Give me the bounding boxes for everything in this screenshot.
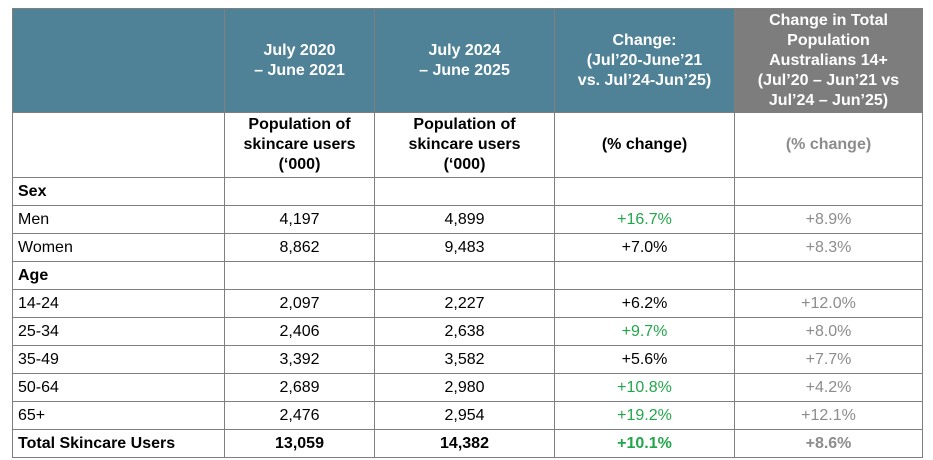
- value-2021: 4,197: [224, 205, 375, 234]
- header-total-population-change: Change in Total Population Australians 1…: [734, 8, 923, 113]
- change-value: +5.6%: [554, 345, 735, 374]
- total-change-value: +12.0%: [734, 289, 923, 318]
- total-change-value: +8.0%: [734, 317, 923, 346]
- value-2025: 4,899: [374, 205, 555, 234]
- header-row: July 2020 – June 2021 July 2024 – June 2…: [12, 8, 923, 113]
- total-change-value: +8.3%: [734, 233, 923, 262]
- change-value: +6.2%: [554, 289, 735, 318]
- empty-cell: [224, 177, 375, 206]
- total-value-2021: 13,059: [224, 429, 375, 458]
- value-2021: 3,392: [224, 345, 375, 374]
- value-2025: 2,638: [374, 317, 555, 346]
- total-change-value: +4.2%: [734, 373, 923, 402]
- total-change-value: +8.9%: [734, 205, 923, 234]
- subheader-pct-change: (% change): [554, 112, 735, 178]
- total-change-value: +10.1%: [554, 429, 735, 458]
- section-label-age: Age: [12, 261, 225, 290]
- total-row: Total Skincare Users 13,059 14,382 +10.1…: [12, 429, 923, 458]
- subheader-blank-cell: [12, 112, 225, 178]
- value-2021: 8,862: [224, 233, 375, 262]
- empty-cell: [224, 261, 375, 290]
- row-label: 25-34: [12, 317, 225, 346]
- table-row: 25-34 2,406 2,638 +9.7% +8.0%: [12, 317, 923, 346]
- subheader-pct-change-total: (% change): [734, 112, 923, 178]
- value-2025: 9,483: [374, 233, 555, 262]
- row-label: 50-64: [12, 373, 225, 402]
- row-label: 35-49: [12, 345, 225, 374]
- table-row: Men 4,197 4,899 +16.7% +8.9%: [12, 205, 923, 234]
- value-2021: 2,476: [224, 401, 375, 430]
- change-value: +10.8%: [554, 373, 735, 402]
- subheader-population-2021: Population of skincare users (‘000): [224, 112, 375, 178]
- skincare-users-table: July 2020 – June 2021 July 2024 – June 2…: [12, 8, 923, 458]
- change-value: +16.7%: [554, 205, 735, 234]
- change-value: +7.0%: [554, 233, 735, 262]
- value-2025: 2,227: [374, 289, 555, 318]
- total-change-value: +7.7%: [734, 345, 923, 374]
- total-label: Total Skincare Users: [12, 429, 225, 458]
- total-value-2025: 14,382: [374, 429, 555, 458]
- empty-cell: [554, 261, 735, 290]
- table-row: 14-24 2,097 2,227 +6.2% +12.0%: [12, 289, 923, 318]
- section-row-age: Age: [12, 261, 923, 290]
- change-value: +9.7%: [554, 317, 735, 346]
- value-2025: 2,980: [374, 373, 555, 402]
- table-row: Women 8,862 9,483 +7.0% +8.3%: [12, 233, 923, 262]
- row-label: 14-24: [12, 289, 225, 318]
- header-jul2020-jun2021: July 2020 – June 2021: [224, 8, 375, 113]
- value-2021: 2,097: [224, 289, 375, 318]
- section-label-sex: Sex: [12, 177, 225, 206]
- header-blank-cell: [12, 8, 225, 113]
- row-label: 65+: [12, 401, 225, 430]
- subheader-population-2025: Population of skincare users (‘000): [374, 112, 555, 178]
- change-value: +19.2%: [554, 401, 735, 430]
- value-2025: 3,582: [374, 345, 555, 374]
- empty-cell: [374, 177, 555, 206]
- subheader-row: Population of skincare users (‘000) Popu…: [12, 112, 923, 178]
- row-label: Women: [12, 233, 225, 262]
- value-2021: 2,689: [224, 373, 375, 402]
- table-row: 35-49 3,392 3,582 +5.6% +7.7%: [12, 345, 923, 374]
- header-change: Change: (Jul’20-June’21 vs. Jul’24-Jun’2…: [554, 8, 735, 113]
- total-population-change-value: +8.6%: [734, 429, 923, 458]
- empty-cell: [554, 177, 735, 206]
- header-jul2024-jun2025: July 2024 – June 2025: [374, 8, 555, 113]
- empty-cell: [374, 261, 555, 290]
- empty-cell: [734, 177, 923, 206]
- empty-cell: [734, 261, 923, 290]
- section-row-sex: Sex: [12, 177, 923, 206]
- value-2021: 2,406: [224, 317, 375, 346]
- value-2025: 2,954: [374, 401, 555, 430]
- table-row: 65+ 2,476 2,954 +19.2% +12.1%: [12, 401, 923, 430]
- row-label: Men: [12, 205, 225, 234]
- total-change-value: +12.1%: [734, 401, 923, 430]
- table-row: 50-64 2,689 2,980 +10.8% +4.2%: [12, 373, 923, 402]
